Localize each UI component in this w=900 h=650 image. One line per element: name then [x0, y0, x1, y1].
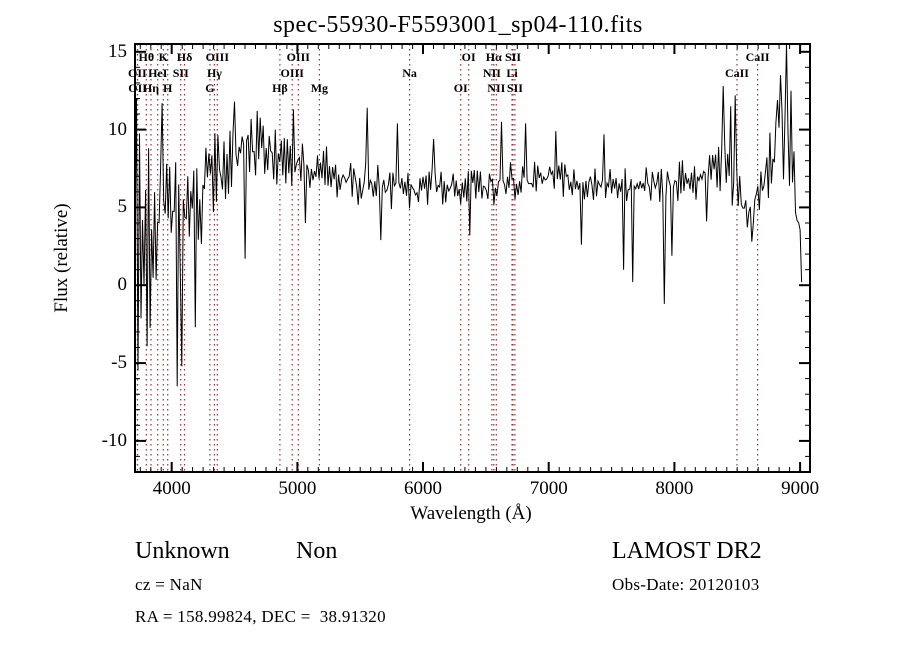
spectral-line-label: SII: [505, 50, 522, 64]
obs-date-text: Obs-Date: 20120103: [612, 575, 760, 594]
spectral-line-label: CaII: [745, 50, 770, 64]
y-tick-label: 15: [108, 40, 127, 62]
spectral-line-label: Hθ: [138, 50, 155, 64]
spectral-line-label: Li: [506, 65, 518, 80]
cz-text: cz = NaN: [135, 575, 203, 594]
spectral-line-label: OIII: [286, 50, 310, 64]
spectrum-trace: [134, 43, 803, 387]
x-tick-label: 9000: [781, 478, 820, 499]
classification-text: Unknown: [135, 538, 230, 564]
y-tick-label: 0: [117, 274, 128, 296]
spectral-line-label: H: [163, 81, 173, 95]
y-tick-label: -5: [111, 352, 127, 374]
x-tick-label: 4000: [152, 478, 191, 499]
spectral-line-label: Na: [402, 65, 417, 80]
spectral-line-label: Hβ: [272, 81, 288, 95]
spectral-line-label: SII: [172, 65, 189, 80]
spectral-line-label: SII: [506, 81, 523, 95]
subclass-text: Non: [296, 538, 338, 564]
spectral-line-label: Hα: [485, 50, 502, 64]
spectral-line-label: OI: [461, 50, 476, 64]
spectral-line-label: Hδ: [176, 50, 193, 64]
spectral-line-label: OI: [453, 81, 468, 95]
plot-box: [134, 43, 811, 473]
spectral-line-label: Hγ: [206, 65, 222, 80]
spectral-line-label: NII: [482, 65, 501, 80]
spectral-line-label: K: [158, 50, 168, 64]
spectral-line-label: G: [205, 81, 215, 95]
spectral-line-label: OIII: [205, 50, 229, 64]
coords-text: RA = 158.99824, DEC = 38.91320: [135, 607, 386, 626]
spectral-line-label: OII: [128, 81, 147, 95]
spectral-line-label: OII: [128, 65, 147, 80]
spectral-line-label: CaII: [724, 65, 749, 80]
x-axis-label: Wavelength (Å): [410, 503, 532, 524]
y-tick-label: -10: [101, 429, 127, 451]
x-tick-label: 5000: [278, 478, 317, 499]
x-tick-label: 8000: [655, 478, 694, 499]
spectral-line-label: HeI: [148, 65, 168, 80]
plot-title: spec-55930-F5593001_sp04-110.fits: [273, 12, 643, 38]
survey-text: LAMOST DR2: [612, 538, 762, 564]
spectral-line-label: OIII: [280, 65, 304, 80]
spectral-line-label: Hη: [142, 81, 160, 95]
y-tick-label: 10: [108, 118, 127, 140]
x-tick-label: 7000: [529, 478, 568, 499]
x-tick-label: 6000: [404, 478, 443, 499]
spectral-line-label: NII: [487, 81, 506, 95]
spectral-line-label: Mg: [310, 81, 329, 95]
y-tick-label: 5: [117, 196, 128, 218]
